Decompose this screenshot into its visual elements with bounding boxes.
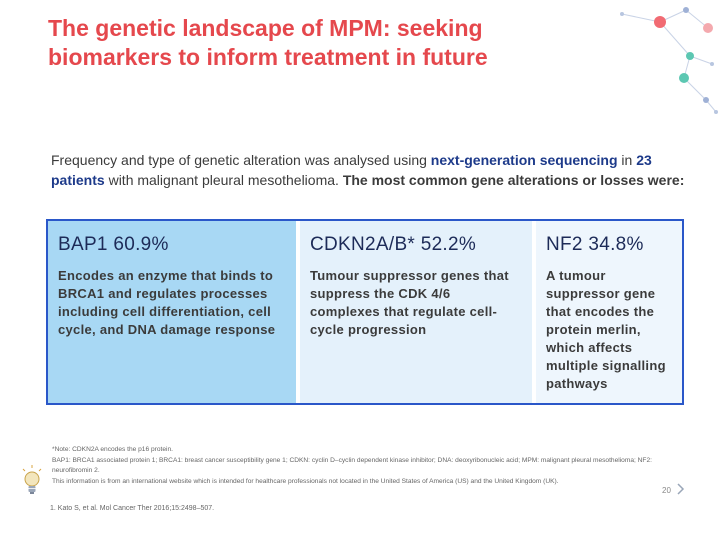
intro-part: in: [617, 152, 637, 168]
gene-card-nf2: NF2 34.8% A tumour suppressor gene that …: [536, 221, 682, 403]
slide-title: The genetic landscape of MPM: seeking bi…: [48, 15, 488, 70]
gene-heading: NF2 34.8%: [546, 234, 644, 255]
gene-description: Tumour suppressor genes that suppress th…: [310, 268, 509, 337]
footnote-note: *Note: CDKN2A encodes the p16 protein.: [52, 446, 173, 453]
intro-emphasis: The most common gene alterations or loss…: [342, 172, 685, 188]
gene-heading: CDKN2A/B* 52.2%: [310, 234, 477, 255]
gene-card-bap1: BAP1 60.9% Encodes an enzyme that binds …: [48, 221, 296, 403]
gene-card-cdkn2ab: CDKN2A/B* 52.2% Tumour suppressor genes …: [300, 221, 532, 403]
intro-text: Frequency and type of genetic alteration…: [51, 150, 691, 190]
gene-description: Encodes an enzyme that binds to BRCA1 an…: [58, 268, 276, 337]
page-number: 20: [662, 486, 671, 495]
footnote-disclaimer: This information is from an internationa…: [52, 477, 559, 485]
gene-heading: BAP1 60.9%: [58, 234, 169, 255]
intro-part: with malignant pleural mesothelioma.: [104, 172, 343, 188]
intro-highlight-ngs: next-generation sequencing: [430, 152, 618, 168]
footnotes: *Note: CDKN2A encodes the p16 protein. B…: [52, 445, 652, 487]
intro-highlight-patients: 23 patients: [51, 152, 652, 188]
chevron-right-icon: [677, 483, 685, 495]
intro-part: Frequency and type of genetic alteration…: [51, 152, 431, 168]
reference: 1. Kato S, et al. Mol Cancer Ther 2016;1…: [50, 505, 215, 512]
gene-alterations-panel: BAP1 60.9% Encodes an enzyme that binds …: [46, 219, 684, 405]
gene-description: A tumour suppressor gene that encodes th…: [546, 268, 666, 391]
lightbulb-icon: [22, 465, 42, 494]
footnote-abbreviations: BAP1: BRCA1 associated protein 1; BRCA1:…: [52, 456, 652, 475]
